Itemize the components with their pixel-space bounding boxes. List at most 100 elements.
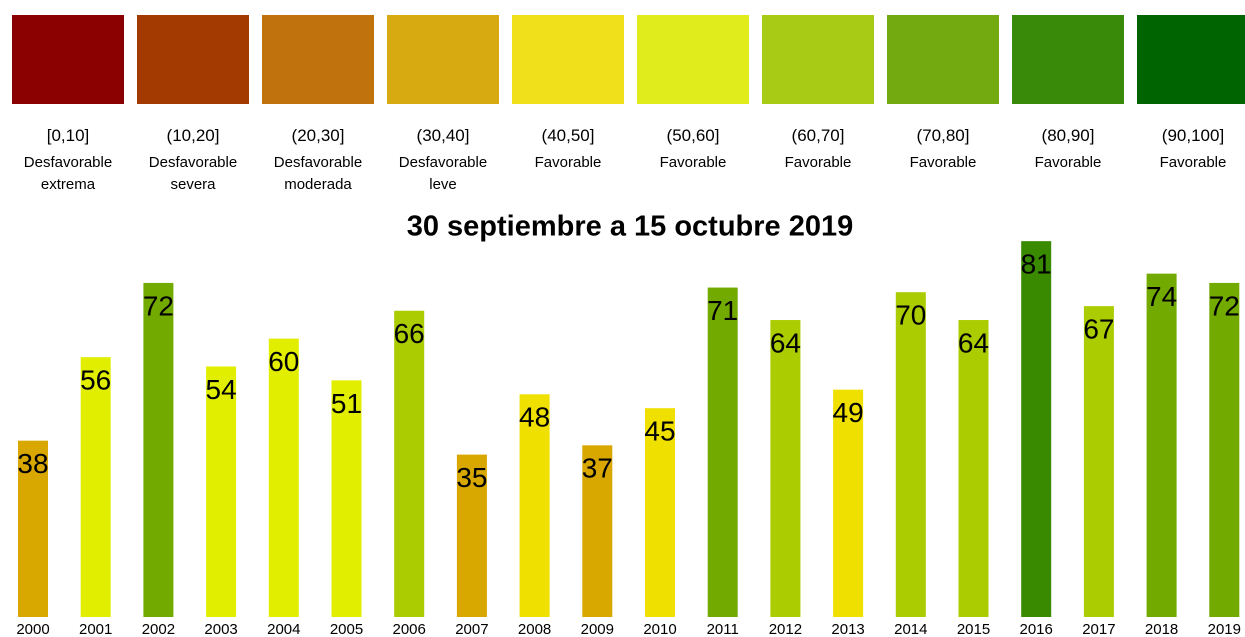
x-tick-label: 2013 <box>831 621 864 637</box>
legend-swatch <box>637 15 749 104</box>
value-label: 51 <box>331 388 362 419</box>
bar <box>707 287 738 617</box>
legend-range: (30,40] <box>416 126 470 145</box>
value-label: 66 <box>394 318 425 349</box>
value-label: 67 <box>1083 314 1114 345</box>
legend-label: Desfavorable extrema <box>23 154 113 193</box>
legend-label: Favorable <box>909 154 977 171</box>
x-tick-label: 2018 <box>1145 621 1178 637</box>
bar <box>1021 241 1052 617</box>
value-label: 37 <box>582 453 613 484</box>
legend-swatch <box>387 15 499 104</box>
bar <box>394 310 425 617</box>
value-label: 64 <box>958 327 989 358</box>
legend-range: (80,90] <box>1041 126 1095 145</box>
bar <box>1083 306 1114 617</box>
x-tick-label: 2003 <box>204 621 237 637</box>
legend-range: [0,10] <box>46 126 90 145</box>
value-label: 81 <box>1021 249 1052 280</box>
x-tick-label: 2017 <box>1082 621 1115 637</box>
bar <box>206 366 237 617</box>
legend-item: (70,80] Favorable <box>887 15 999 174</box>
value-label: 71 <box>707 295 738 326</box>
x-tick-label: 2019 <box>1208 621 1241 637</box>
value-label: 74 <box>1146 281 1177 312</box>
legend-label: Desfavorable leve <box>398 154 488 193</box>
legend-label: Favorable <box>534 154 602 171</box>
legend-swatch <box>137 15 249 104</box>
legend-label: Favorable <box>784 154 852 171</box>
legend-item: (40,50] Favorable <box>512 15 624 174</box>
x-tick-label: 2006 <box>393 621 426 637</box>
bar <box>456 454 487 617</box>
legend-swatch <box>762 15 874 104</box>
bar <box>519 394 550 617</box>
legend-range: (60,70] <box>791 126 845 145</box>
value-label: 48 <box>519 402 550 433</box>
value-label: 49 <box>833 397 864 428</box>
legend-swatch <box>887 15 999 104</box>
legend-range: (50,60] <box>666 126 720 145</box>
bar <box>18 440 48 617</box>
x-tick-label: 2015 <box>957 621 990 637</box>
value-label: 72 <box>1209 290 1240 321</box>
x-tick-label: 2004 <box>267 621 300 637</box>
value-label: 60 <box>268 346 299 377</box>
value-label: 56 <box>80 365 111 396</box>
x-tick-label: 2014 <box>894 621 927 637</box>
legend-swatch <box>1012 15 1124 104</box>
legend-item: (20,30] Desfavorable moderada <box>262 15 374 196</box>
x-tick-label: 2016 <box>1020 621 1053 637</box>
legend-range: (40,50] <box>541 126 595 145</box>
legend-range: (20,30] <box>291 126 345 145</box>
bar <box>582 445 613 617</box>
x-tick-label: 2007 <box>455 621 488 637</box>
legend-label: Favorable <box>1034 154 1102 171</box>
bar <box>1209 282 1240 617</box>
legend-swatch <box>512 15 624 104</box>
x-tick-label: 2005 <box>330 621 363 637</box>
legend-item: (10,20] Desfavorable severa <box>137 15 249 196</box>
x-tick-label: 2001 <box>79 621 112 637</box>
legend-item: (30,40] Desfavorable leve <box>387 15 499 196</box>
bar <box>958 320 989 617</box>
legend-item: (50,60] Favorable <box>637 15 749 174</box>
legend-item: (90,100] Favorable <box>1137 15 1245 174</box>
bar <box>770 320 801 617</box>
bar <box>268 338 299 617</box>
x-tick-label: 2000 <box>16 621 49 637</box>
legend-swatch <box>12 15 124 104</box>
x-tick-label: 2008 <box>518 621 551 637</box>
bar <box>645 408 675 617</box>
x-tick-label: 2012 <box>769 621 802 637</box>
bar <box>895 292 926 617</box>
bar <box>1146 273 1177 617</box>
legend-range: (10,20] <box>166 126 220 145</box>
bar <box>833 389 864 617</box>
value-label: 45 <box>644 416 675 447</box>
legend-range: (70,80] <box>916 126 970 145</box>
value-label: 35 <box>456 462 487 493</box>
legend-item: (60,70] Favorable <box>762 15 874 174</box>
chart-title: 30 septiembre a 15 octubre 2019 <box>407 211 854 243</box>
legend-swatch <box>262 15 374 104</box>
legend-range: (90,100] <box>1161 126 1225 145</box>
x-tick-label: 2011 <box>707 621 739 637</box>
value-label: 54 <box>206 374 237 405</box>
legend-label: Favorable <box>1159 154 1227 171</box>
x-tick-label: 2010 <box>643 621 676 637</box>
legend-swatch <box>1137 15 1245 104</box>
legend-item: (80,90] Favorable <box>1012 15 1124 174</box>
x-tick-label: 2002 <box>142 621 175 637</box>
value-label: 72 <box>143 290 174 321</box>
bar <box>331 380 362 617</box>
legend-item: [0,10] Desfavorable extrema <box>12 15 124 196</box>
legend-label: Desfavorable severa <box>148 154 238 193</box>
bar <box>80 357 111 617</box>
value-label: 38 <box>17 448 48 479</box>
value-label: 70 <box>895 300 926 331</box>
value-label: 64 <box>770 327 801 358</box>
x-tick-label: 2009 <box>581 621 614 637</box>
legend-label: Favorable <box>659 154 727 171</box>
